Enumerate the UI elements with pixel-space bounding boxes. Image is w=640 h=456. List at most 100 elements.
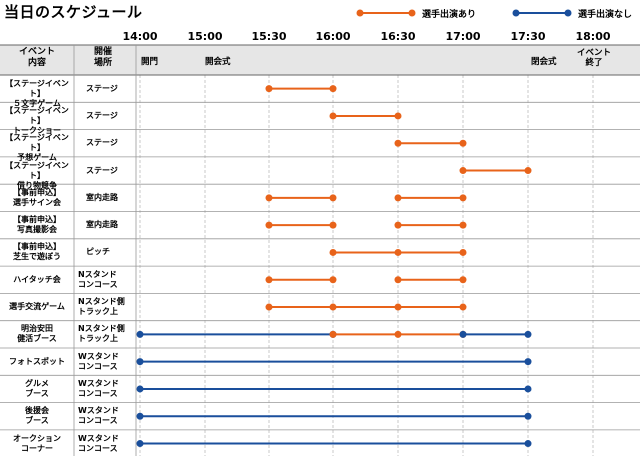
orange-timeline-point <box>329 194 337 202</box>
row-venue-line: ステージ <box>86 83 118 93</box>
orange-timeline-point <box>459 221 467 229</box>
row-venue-line: Wスタンド <box>78 351 119 361</box>
orange-line-icon <box>356 9 416 17</box>
orange-timeline-point <box>459 248 467 256</box>
header-event-line: 内容 <box>27 58 46 68</box>
row-venue: Nスタンド コンコース <box>78 270 138 290</box>
row-event-line: 後援会 <box>25 406 49 416</box>
marker-closing: 閉会式 <box>531 57 557 67</box>
row-venue: Wスタンド コンコース <box>78 434 138 454</box>
orange-timeline-point <box>394 330 402 338</box>
orange-timeline-point <box>329 85 337 93</box>
row-venue-line: コンコース <box>78 361 118 371</box>
row-event-name: 選手交流ゲーム <box>2 302 72 312</box>
row-event-line: 写真撮影会 <box>17 225 57 235</box>
orange-timeline-point <box>459 276 467 284</box>
row-event-line: 【ステージイベント】 <box>5 160 69 180</box>
marker-event-end-line: 終了 <box>585 58 603 68</box>
row-venue-line: Nスタンド <box>78 269 117 279</box>
blue-timeline-point <box>136 385 144 393</box>
row-venue-line: トラック上 <box>78 334 118 344</box>
row-venue: 室内走路 <box>86 193 146 203</box>
row-venue: ステージ <box>86 111 146 121</box>
orange-timeline-point <box>394 303 402 311</box>
row-venue-line: Nスタンド側 <box>78 324 125 334</box>
row-event-line: ハイタッチ会 <box>13 274 61 284</box>
row-venue-line: 室内走路 <box>86 192 118 202</box>
time-label: 15:30 <box>251 30 287 43</box>
marker-open-gate: 開門 <box>141 57 159 67</box>
row-venue-line: Wスタンド <box>78 378 119 388</box>
orange-timeline-point <box>329 276 337 284</box>
blue-timeline-point <box>136 440 144 448</box>
row-event-name: 【事前申込】 写真撮影会 <box>2 215 72 235</box>
blue-timeline-point <box>524 330 532 338</box>
row-event-line: 【事前申込】 <box>13 242 61 252</box>
row-event-name: 【事前申込】 選手サイン会 <box>2 188 72 208</box>
row-event-line: 健活ブース <box>17 334 57 344</box>
marker-event-end: イベント 終了 <box>574 48 614 68</box>
row-venue: ステージ <box>86 84 146 94</box>
orange-timeline-point <box>265 85 273 93</box>
row-event-line: 選手交流ゲーム <box>9 302 65 312</box>
blue-timeline-point <box>524 440 532 448</box>
header-event: イベント 内容 <box>2 47 72 69</box>
row-event-name: 【ステージイベント】 トークショー <box>2 106 72 136</box>
marker-event-end-line: イベント <box>576 48 611 58</box>
row-event-line: 明治安田 <box>21 324 53 334</box>
orange-timeline-point <box>394 112 402 120</box>
row-event-line: ブース <box>25 388 49 398</box>
orange-timeline-point <box>329 112 337 120</box>
row-event-line: 選手サイン会 <box>13 197 61 207</box>
orange-timeline-point <box>394 139 402 147</box>
row-event-name: 後援会 ブース <box>2 406 72 426</box>
blue-timeline-point <box>524 358 532 366</box>
row-venue: Nスタンド側 トラック上 <box>78 324 138 344</box>
row-venue: ピッチ <box>86 247 146 257</box>
orange-timeline-point <box>524 167 532 175</box>
legend-with-players: 選手出演あり <box>356 6 486 20</box>
row-venue-line: コンコース <box>78 388 118 398</box>
orange-timeline-point <box>459 303 467 311</box>
row-event-line: 芝生で遊ぼう <box>13 252 61 262</box>
orange-timeline-point <box>394 221 402 229</box>
legend-label: 選手出演あり <box>422 10 477 20</box>
row-venue: Wスタンド コンコース <box>78 379 138 399</box>
row-event-name: オークション コーナー <box>2 434 72 454</box>
row-venue-line: コンコース <box>78 443 118 453</box>
header-event-line: イベント <box>18 47 55 57</box>
row-event-name: 明治安田 健活ブース <box>2 324 72 344</box>
row-venue: Wスタンド コンコース <box>78 352 138 372</box>
row-event-line: ５文字ゲーム <box>13 98 61 108</box>
row-event-name: グルメ ブース <box>2 379 72 399</box>
orange-timeline-point <box>265 194 273 202</box>
row-event-line: 【ステージイベント】 <box>5 78 69 98</box>
orange-timeline-point <box>459 167 467 175</box>
row-venue-line: トラック上 <box>78 307 118 317</box>
time-label: 17:30 <box>510 30 546 43</box>
row-venue-line: ステージ <box>86 110 118 120</box>
row-event-line: フォトスポット <box>9 356 65 366</box>
orange-timeline-point <box>265 276 273 284</box>
blue-timeline-point <box>524 385 532 393</box>
row-event-name: 【ステージイベント】 予想ゲーム <box>2 133 72 163</box>
header-venue-line: 開催 <box>93 47 112 57</box>
blue-timeline-point <box>136 412 144 420</box>
orange-timeline-point <box>329 221 337 229</box>
orange-timeline-point <box>329 303 337 311</box>
header-venue-line: 場所 <box>93 58 112 68</box>
blue-timeline-point <box>136 358 144 366</box>
row-event-name: 【ステージイベント】 借り物競争 <box>2 161 72 191</box>
row-event-line: ブース <box>25 416 49 426</box>
orange-timeline-point <box>459 194 467 202</box>
blue-timeline-point <box>459 330 467 338</box>
orange-timeline-point <box>265 303 273 311</box>
row-venue: ステージ <box>86 138 146 148</box>
header-venue: 開催 場所 <box>75 47 131 69</box>
row-event-line: 借り物競争 <box>17 180 57 190</box>
blue-timeline-point <box>136 330 144 338</box>
time-label: 14:00 <box>122 30 158 43</box>
row-venue: Wスタンド コンコース <box>78 406 138 426</box>
row-event-line: 予想ゲーム <box>17 153 57 163</box>
